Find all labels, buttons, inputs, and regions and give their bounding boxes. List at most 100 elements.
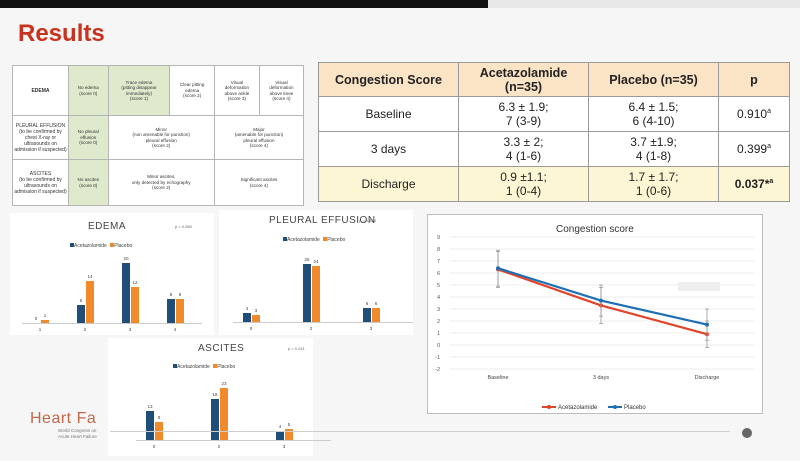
category-label: 2 (217, 444, 221, 449)
category-label: 0 (152, 444, 156, 449)
legend-acetazolamide: Acetazolamide (173, 364, 210, 370)
row-3days-pval: 0.399a (718, 131, 790, 167)
header-congestion-score: Congestion Score (318, 62, 459, 97)
legend-placebo: Placebo (109, 243, 132, 249)
slide-nav-dot[interactable] (742, 428, 752, 438)
congestion-line-chart: -2 -1 0 1 2 3 4 5 6 7 8 9 Baseline 3 days Discharge Ace… (427, 214, 763, 414)
bottom-divider (110, 431, 730, 432)
bar-label-placebo: 23 (221, 381, 227, 386)
bar-acetazolamide (303, 264, 311, 322)
window-top-bar-light (488, 0, 800, 8)
bar-label-acetazolamide: 6 (79, 298, 83, 303)
cell-pleural-4: Major (amenable for punction) pleural ef… (213, 115, 305, 160)
chart-title: PLEURAL EFFUSION (269, 215, 376, 226)
row-label-pleural: PLEURAL EFFUSION (to be confirmed by che… (12, 115, 69, 160)
chart-legend: Acetazolamide Placebo (173, 364, 235, 370)
cell-pleural-2: Minor (non amenable for punction) pleura… (107, 115, 215, 160)
chart-title: ASCITES (198, 343, 245, 354)
ascites-bar-chart: ASCITES p = 0.241 Acetazolamide Placebo 13 8… (108, 338, 331, 456)
line-chart-svg: -2 -1 0 1 2 3 4 5 6 7 8 9 Baseline 3 days Discharge Ace… (435, 235, 754, 411)
chart-pvalue: p = 0.080 (175, 224, 192, 229)
bar-placebo (41, 320, 49, 323)
bar-acetazolamide (77, 305, 85, 323)
data-point (705, 322, 709, 327)
y-tick-label: -1 (435, 355, 440, 361)
occluding-box (678, 282, 720, 291)
legend-marker (547, 405, 551, 409)
bar-label-acetazolamide: 13 (147, 403, 153, 409)
chart-baseline (136, 440, 331, 441)
cell-edema-3: Visual deformation above ankle (score 3) (213, 65, 260, 116)
y-tick-label: 1 (437, 331, 440, 337)
y-tick-label: 2 (437, 319, 440, 325)
edema-bar-chart: EDEMA p = 0.080 Acetazolamide Placebo 0 1 1 6 1… (10, 213, 214, 335)
category-label: 3 (128, 327, 132, 332)
chart-legend: Acetazolamide Placebo (283, 237, 345, 243)
category-label: 0 (249, 326, 253, 331)
row-3days-p: 3.7 ±1.9; 4 (1-8) (588, 131, 719, 167)
cell-edema-1: Trace edema (pitting disappear immediate… (107, 65, 171, 116)
y-tick-label: 9 (437, 235, 440, 241)
row-discharge-a: 0.9 ±1.1; 1 (0-4) (458, 166, 589, 202)
data-point (496, 266, 500, 271)
pval-text: 0.910 (737, 107, 768, 121)
bar-placebo (176, 299, 184, 323)
cell-ascites-4: Significant ascites (score 4) (213, 159, 305, 206)
row-label-ascites: ASCITES (to be confirmed by ultrasounds … (12, 159, 69, 206)
cell-edema-0: No edema (score 0) (68, 65, 109, 116)
row-label-edema: EDEMA (12, 65, 69, 116)
legend-placebo: Placebo (322, 237, 345, 243)
bar-placebo (252, 315, 260, 322)
bar-placebo (131, 287, 139, 323)
y-tick-label: 3 (437, 307, 440, 313)
bar-placebo (312, 266, 320, 322)
bar-label-acetazolamide: 18 (212, 392, 218, 398)
bar-label-acetazolamide: 4 (278, 423, 282, 429)
y-tick-label: 4 (437, 295, 440, 301)
congestion-scoring-table: EDEMA No edema (score 0) Trace edema (pi… (12, 65, 305, 206)
heart-failure-logo: Heart Fa (30, 410, 97, 427)
bar-label-placebo: 5 (287, 421, 291, 427)
bar-placebo (155, 421, 163, 440)
category-label: 3 (369, 326, 373, 331)
category-label: 2 (309, 326, 313, 331)
header-acetazolamide: Acetazolamide (n=35) (458, 62, 589, 97)
bar-label-acetazolamide: 25 (304, 257, 310, 262)
legend-acetazolamide: Acetazolamide (283, 237, 320, 243)
bar-label-acetazolamide: 20 (123, 256, 129, 261)
row-discharge-p: 1.7 ± 1.7; 1 (0-6) (588, 166, 719, 202)
bar-acetazolamide (363, 308, 371, 322)
x-tick-label: Discharge (695, 375, 720, 381)
bar-placebo (285, 428, 293, 440)
legend-marker (613, 405, 617, 409)
cell-pleural-0: No pleural effusion (score 0) (68, 115, 109, 160)
chart-title: EDEMA (88, 221, 127, 232)
row-baseline-label: Baseline (318, 96, 459, 132)
bar-label-placebo: 8 (178, 292, 182, 297)
bar-label-placebo: 3 (254, 308, 258, 314)
cell-ascites-2: Minor ascites, only detected by echograp… (107, 159, 215, 206)
legend-label: Placebo (624, 405, 646, 411)
bar-placebo (86, 281, 94, 323)
legend-placebo: Placebo (212, 364, 235, 370)
bar-label-placebo: 8 (157, 414, 161, 420)
row-3days-label: 3 days (318, 131, 459, 167)
row-baseline-p: 6.4 ± 1.5; 6 (4-10) (588, 96, 719, 132)
logo-subtitle: World Congress on Acute Heart Failure (58, 428, 97, 439)
category-label: 2 (83, 327, 87, 332)
bar-label-placebo: 24 (313, 259, 319, 265)
bar-acetazolamide (211, 399, 219, 440)
cell-edema-2: Clear pitting edema (score 2) (169, 65, 215, 116)
category-label: 1 (38, 327, 42, 332)
chart-baseline (22, 323, 202, 324)
bar-placebo (220, 388, 228, 440)
line-chart-title: Congestion score (556, 224, 634, 235)
y-tick-label: 6 (437, 271, 440, 277)
data-point (599, 298, 603, 303)
pleural-effusion-bar-chart: PLEURAL EFFUSION p = 0.833 Acetazolamide P… (219, 210, 413, 335)
chart-pvalue: p = 0.833 (359, 218, 376, 223)
bar-label-acetazolamide: 4 (245, 305, 249, 311)
y-tick-label: 8 (437, 247, 440, 253)
bar-label-placebo: 14 (87, 274, 93, 279)
bar-acetazolamide (243, 312, 251, 322)
